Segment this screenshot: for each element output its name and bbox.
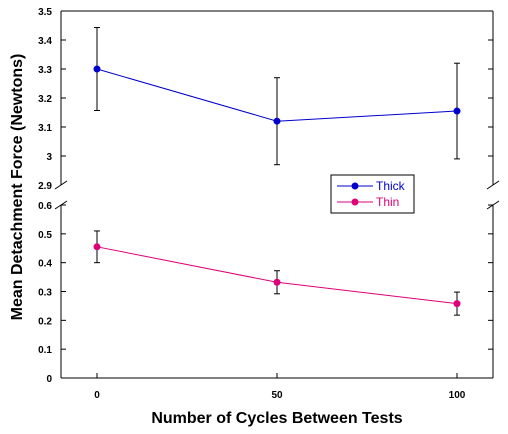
y-tick-label: 3.3 xyxy=(38,65,52,76)
data-point-thick xyxy=(273,117,281,125)
x-tick-label: 100 xyxy=(449,390,466,401)
legend-thick-marker xyxy=(351,182,359,190)
y-tick-label: 3 xyxy=(46,152,52,163)
y-tick-label: 2.9 xyxy=(38,181,52,192)
data-point-thin xyxy=(93,243,101,251)
axis-break-left-1 xyxy=(54,180,68,190)
y-tick-label: 0.4 xyxy=(38,259,52,270)
y-axis-title: Mean Detachment Force (Newtons) xyxy=(9,54,26,321)
legend-thick-label: Thick xyxy=(376,179,406,193)
axis-break-right-1 xyxy=(486,180,500,190)
legend-box xyxy=(330,174,415,214)
x-axis-title: Number of Cycles Between Tests xyxy=(151,410,402,427)
y-tick-label: 0.2 xyxy=(38,316,52,327)
y-tick-label: 0.6 xyxy=(38,201,52,212)
y-tick-label: 3.1 xyxy=(38,123,52,134)
legend-thin-marker xyxy=(351,198,359,206)
data-point-thin xyxy=(273,278,281,286)
axis-ticks: 2.9 3 3.1 3.2 3.3 3.4 3.5 0 0.1 0.2 0.3 0.4 0.5 0.6 0 5… xyxy=(38,7,493,401)
y-tick-label: 3.2 xyxy=(38,94,52,105)
legend-thin-label: Thin xyxy=(376,195,399,209)
series-layer xyxy=(93,27,461,316)
data-point-thick xyxy=(453,107,461,115)
x-tick-label: 0 xyxy=(94,390,100,401)
y-tick-label: 0.1 xyxy=(38,345,52,356)
y-tick-label: 0 xyxy=(46,374,52,385)
y-tick-label: 3.5 xyxy=(38,7,52,18)
x-tick-label: 50 xyxy=(271,390,283,401)
data-point-thin xyxy=(453,300,461,308)
legend: Thick Thin xyxy=(330,174,415,214)
y-tick-label: 0.5 xyxy=(38,230,52,241)
y-tick-label: 0.3 xyxy=(38,288,52,299)
y-tick-label: 3.4 xyxy=(38,36,52,47)
data-point-thick xyxy=(93,65,101,73)
